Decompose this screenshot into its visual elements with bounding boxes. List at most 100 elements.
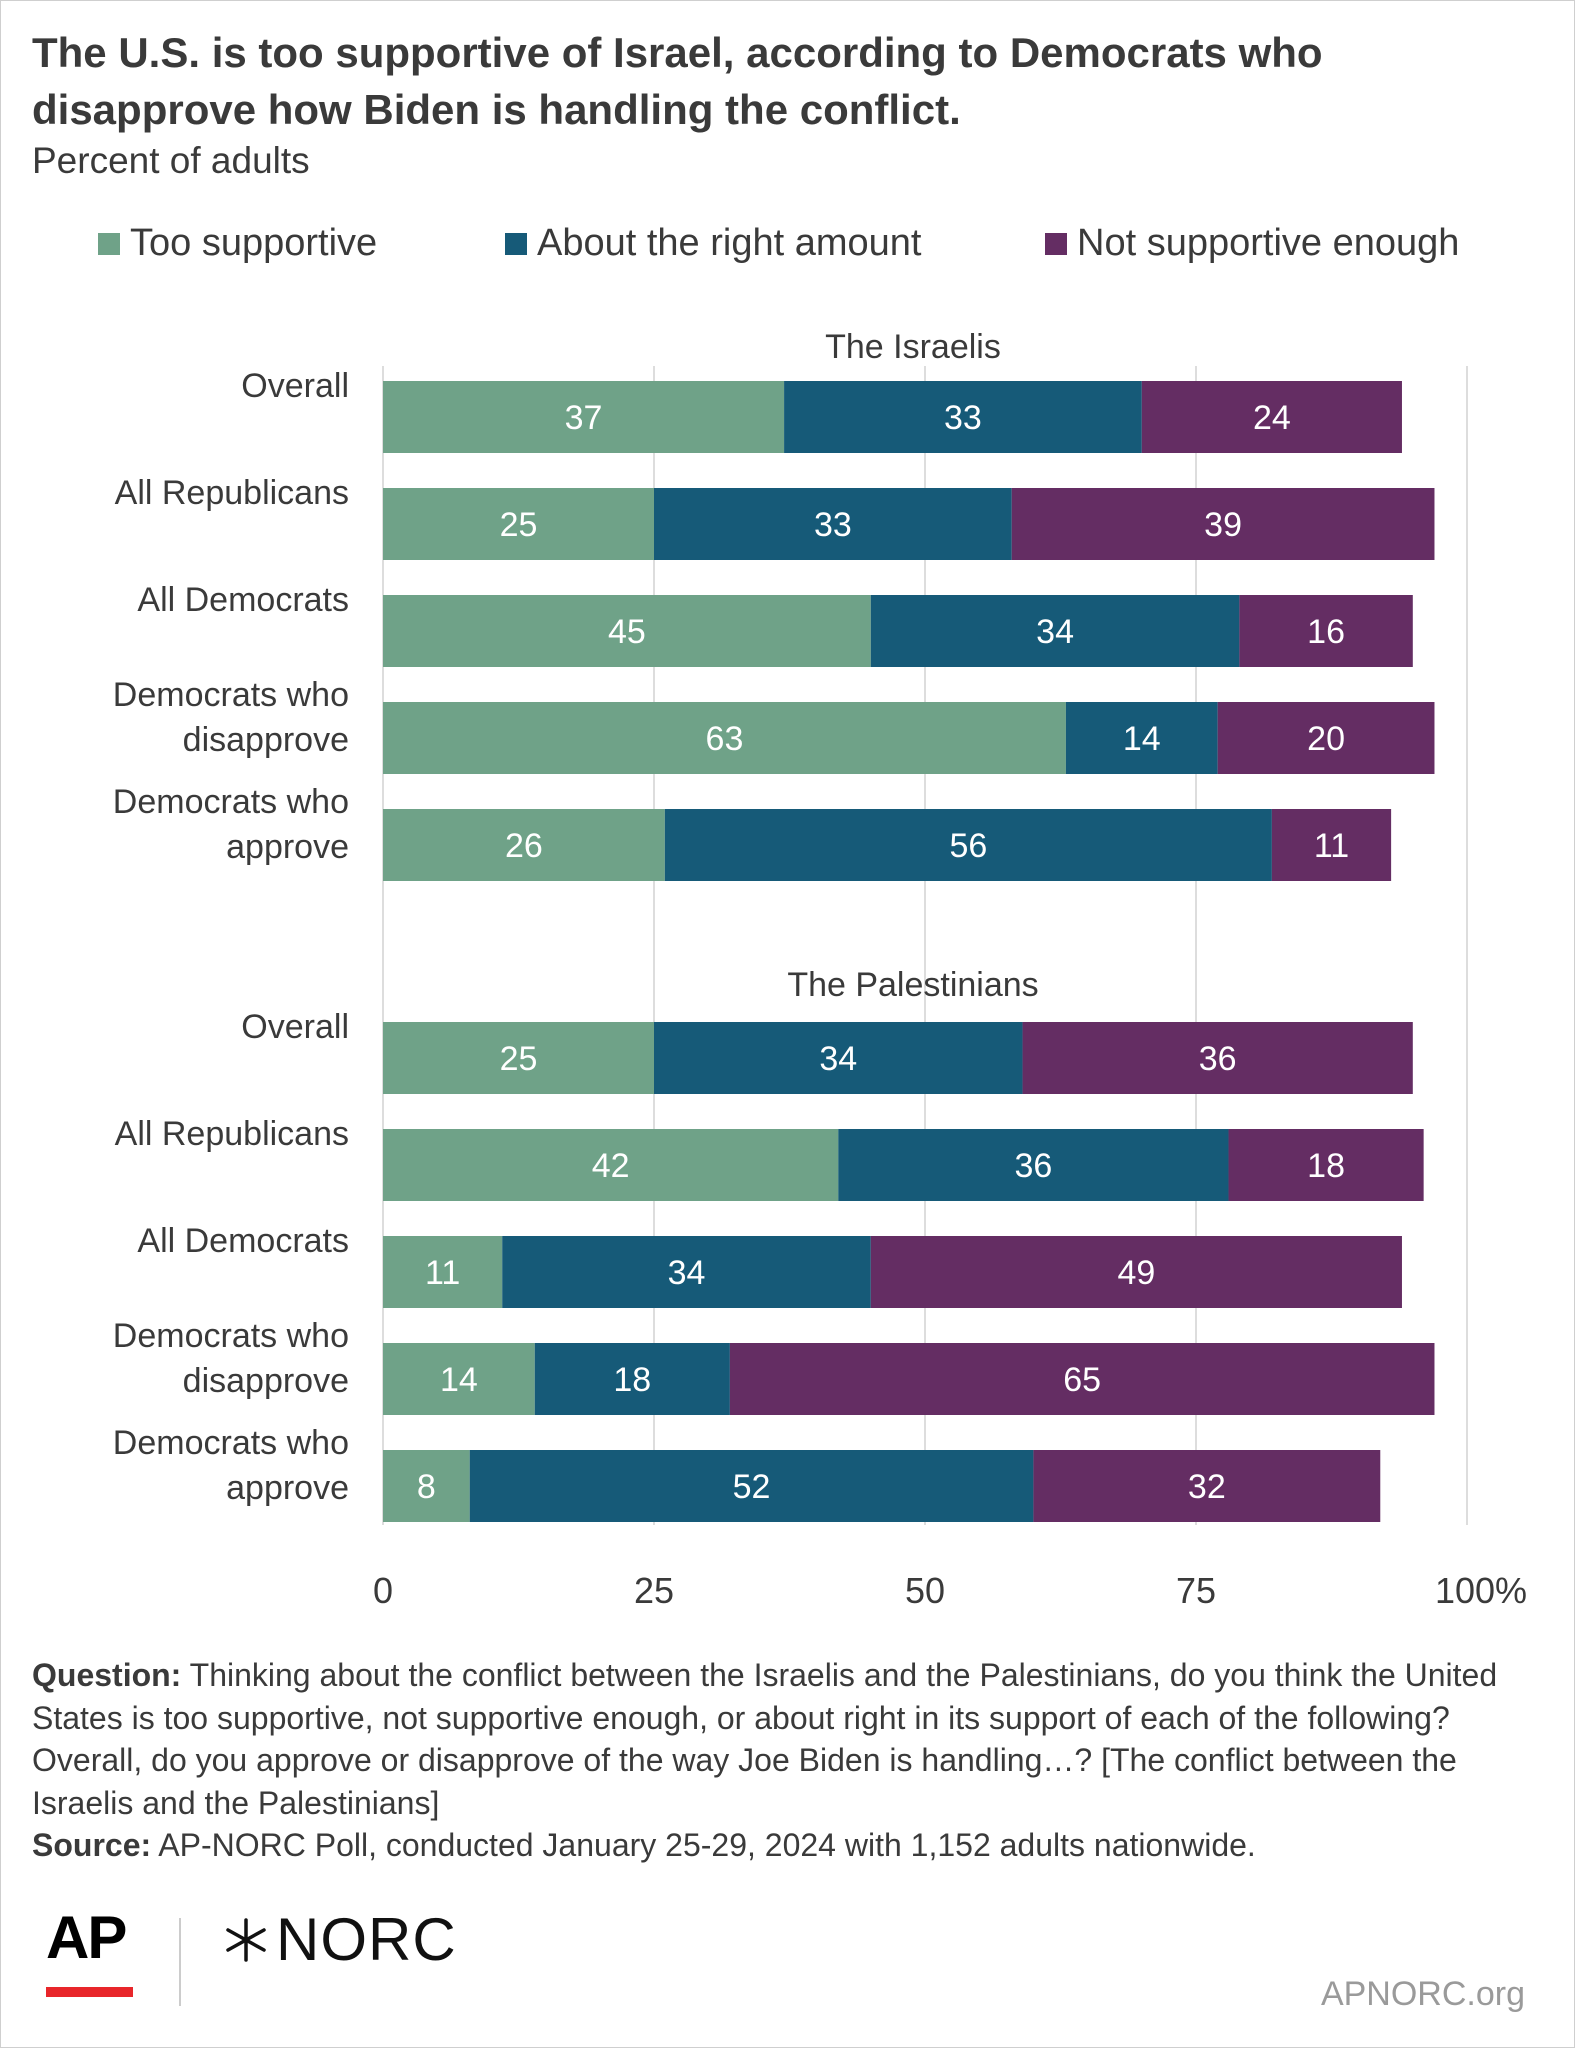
category-label: All Democrats (137, 581, 349, 619)
logo-divider (179, 1918, 181, 2006)
x-tick-label: 0 (373, 1570, 393, 1611)
data-label: 20 (1307, 720, 1345, 758)
ap-logo-underline (46, 1987, 133, 1997)
bar-segment (383, 1129, 839, 1201)
category-label: Democrats who (113, 676, 349, 714)
data-label: 39 (1204, 506, 1242, 544)
data-label: 25 (500, 1040, 538, 1078)
bar-segment (870, 1236, 1402, 1308)
data-label: 63 (706, 720, 744, 758)
bar-segment (469, 1450, 1034, 1522)
category-label: Democrats who (113, 783, 349, 821)
bar-segment (1022, 1022, 1413, 1094)
ap-logo: AP (46, 1904, 127, 1971)
data-label: 45 (608, 613, 646, 651)
norc-logo: NORC (220, 1910, 457, 1970)
bar-segment (1239, 595, 1413, 667)
data-label: 33 (814, 506, 852, 544)
data-label: 16 (1307, 613, 1345, 651)
legend-swatch-too-supportive (98, 232, 120, 255)
data-label: 49 (1117, 1254, 1155, 1292)
category-label: approve (226, 828, 349, 866)
data-label: 11 (425, 1254, 460, 1292)
data-label: 18 (1307, 1147, 1345, 1185)
bar-segment (654, 1022, 1023, 1094)
bar-segment (383, 595, 871, 667)
stacked-bar-chart: The Israelis 37 33 24 Overall 25 33 39 All Repub… (113, 328, 1527, 1611)
bar-segment (1271, 809, 1392, 881)
legend-label-not-enough: Not supportive enough (1077, 222, 1460, 264)
bar-segment (383, 1236, 503, 1308)
question-label: Question: (32, 1657, 182, 1693)
bar-segment (784, 381, 1142, 453)
bar-segment (1011, 488, 1435, 560)
data-label: 34 (819, 1040, 857, 1078)
bar-segment (870, 595, 1240, 667)
data-label: 36 (1199, 1040, 1237, 1078)
category-label: Overall (241, 1008, 349, 1046)
x-tick-label: 75 (1176, 1570, 1216, 1611)
bar-segment (1228, 1129, 1424, 1201)
legend-item-not-enough: Not supportive enough (1045, 222, 1459, 265)
bar-segment (1217, 702, 1435, 774)
data-label: 32 (1188, 1468, 1226, 1506)
data-label: 37 (565, 399, 603, 437)
data-label: 52 (733, 1468, 771, 1506)
legend: Too supportive About the right amount No… (0, 222, 1575, 272)
data-label: 14 (1123, 720, 1161, 758)
bar-segment (664, 809, 1272, 881)
chart-title: The U.S. is too supportive of Israel, ac… (32, 29, 1323, 133)
legend-swatch-right-amount (505, 232, 527, 255)
source-label: Source: (32, 1827, 152, 1863)
bar-segment (383, 488, 654, 560)
data-label: 56 (949, 827, 987, 865)
bar-segment (654, 488, 1012, 560)
data-label: 14 (440, 1361, 478, 1399)
x-tick-label: 100% (1435, 1570, 1527, 1611)
source-text: AP-NORC Poll, conducted January 25-29, 2… (151, 1827, 1256, 1863)
data-label: 34 (1036, 613, 1074, 651)
bar-segment (1065, 702, 1218, 774)
bar-segment (1033, 1450, 1381, 1522)
data-label: 34 (668, 1254, 706, 1292)
data-label: 24 (1253, 399, 1291, 437)
x-tick-label: 50 (905, 1570, 945, 1611)
data-label: 33 (944, 399, 982, 437)
category-label: approve (226, 1469, 349, 1507)
data-label: 26 (505, 827, 543, 865)
legend-label-right-amount: About the right amount (537, 222, 922, 264)
legend-label-too-supportive: Too supportive (130, 222, 378, 264)
bar-segment (729, 1343, 1435, 1415)
data-label: 42 (592, 1147, 630, 1185)
site-url: APNORC.org (1320, 1975, 1525, 2013)
category-label: disapprove (183, 1362, 349, 1400)
legend-item-right-amount: About the right amount (505, 222, 921, 265)
data-label: 25 (500, 506, 538, 544)
data-label: 11 (1314, 827, 1349, 865)
bar-segment (502, 1236, 871, 1308)
bar-segment (383, 1022, 654, 1094)
x-tick-label: 25 (634, 1570, 674, 1611)
legend-item-too-supportive: Too supportive (98, 222, 377, 265)
category-label: All Democrats (137, 1222, 349, 1260)
category-label: All Republicans (115, 1115, 349, 1153)
norc-logo-text: NORC (276, 1906, 457, 1973)
bar-segment (383, 809, 665, 881)
category-label: Overall (241, 367, 349, 405)
bar-segment (838, 1129, 1229, 1201)
panel-title: The Israelis (825, 328, 1001, 366)
panel-title: The Palestinians (787, 966, 1038, 1004)
bar-segment (383, 381, 785, 453)
bar-segment (383, 1343, 535, 1415)
star-asterisk-icon (226, 1918, 266, 1962)
footnote: Question: Thinking about the conflict be… (32, 1654, 1547, 1867)
bar-segment (534, 1343, 730, 1415)
category-label: All Republicans (115, 474, 349, 512)
category-label: Democrats who (113, 1424, 349, 1462)
data-label: 36 (1014, 1147, 1052, 1185)
data-label: 8 (417, 1468, 436, 1506)
bar-segment (383, 1450, 470, 1522)
data-label: 18 (613, 1361, 651, 1399)
legend-swatch-not-enough (1045, 232, 1067, 255)
bar-segment (1141, 381, 1402, 453)
